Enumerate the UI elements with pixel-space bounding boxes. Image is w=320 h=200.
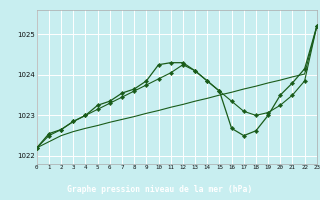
Text: Graphe pression niveau de la mer (hPa): Graphe pression niveau de la mer (hPa) — [68, 185, 252, 194]
